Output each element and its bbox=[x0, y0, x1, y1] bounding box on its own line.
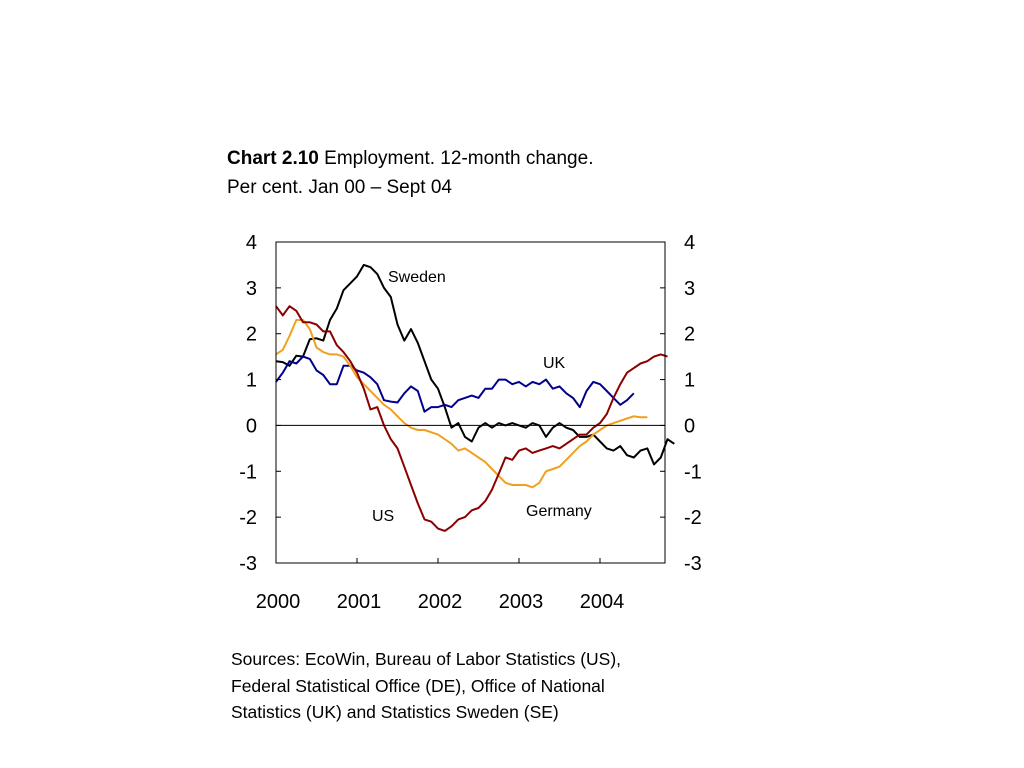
series-label-us: US bbox=[372, 508, 394, 525]
y-tick-label-right: 4 bbox=[684, 232, 695, 254]
label-layer: 4 4 3 3 2 2 1 1 0 0 -1 -1 -2 -2 -3 -3 2000 2001 2002 2003 20… bbox=[239, 232, 702, 613]
x-tick-label: 2003 bbox=[499, 591, 544, 613]
chart-title: Chart 2.10 Employment. 12-month change. bbox=[227, 144, 593, 173]
y-tick-label-left: -1 bbox=[239, 461, 257, 483]
y-tick-label-left: 0 bbox=[246, 415, 257, 437]
y-tick-label-right: -3 bbox=[684, 553, 702, 575]
y-tick-label-right: 1 bbox=[684, 370, 695, 392]
y-tick-label-right: -2 bbox=[684, 507, 702, 529]
y-tick-label-left: 1 bbox=[246, 370, 257, 392]
series-line-uk bbox=[275, 355, 635, 413]
series-label-uk: UK bbox=[543, 355, 566, 372]
y-tick-label-right: 2 bbox=[684, 324, 695, 346]
series-line-sweden bbox=[275, 263, 675, 466]
x-tick-label: 2002 bbox=[418, 591, 463, 613]
x-tick-label: 2004 bbox=[580, 591, 625, 613]
y-tick-label-right: -1 bbox=[684, 461, 702, 483]
y-tick-label-right: 0 bbox=[684, 415, 695, 437]
y-tick-label-left: 2 bbox=[246, 324, 257, 346]
chart-title-block: Chart 2.10 Employment. 12-month change. … bbox=[227, 144, 593, 202]
source-line-3: Statistics (UK) and Statistics Sweden (S… bbox=[231, 702, 559, 722]
series-label-germany: Germany bbox=[526, 503, 592, 520]
x-tick-label: 2000 bbox=[256, 591, 301, 613]
series-layer bbox=[275, 263, 675, 532]
tick-layer bbox=[276, 241, 665, 564]
source-note: Sources: EcoWin, Bureau of Labor Statist… bbox=[231, 646, 691, 726]
y-tick-label-left: -3 bbox=[239, 553, 257, 575]
y-tick-label-left: 4 bbox=[246, 232, 257, 254]
series-line-germany bbox=[275, 319, 648, 489]
y-tick-label-left: 3 bbox=[246, 278, 257, 300]
x-tick-label: 2001 bbox=[337, 591, 382, 613]
y-tick-label-right: 3 bbox=[684, 278, 695, 300]
y-tick-label-left: -2 bbox=[239, 507, 257, 529]
series-label-sweden: Sweden bbox=[388, 269, 446, 286]
chart-subtitle: Per cent. Jan 00 – Sept 04 bbox=[227, 177, 452, 198]
chart-title-text: Employment. 12-month change. bbox=[324, 148, 594, 169]
series-line-us bbox=[275, 305, 668, 532]
plot-frame bbox=[275, 241, 666, 564]
chart-number: Chart 2.10 bbox=[227, 148, 319, 169]
source-line-2: Federal Statistical Office (DE), Office … bbox=[231, 675, 605, 696]
source-line-1: Sources: EcoWin, Bureau of Labor Statist… bbox=[231, 649, 622, 669]
